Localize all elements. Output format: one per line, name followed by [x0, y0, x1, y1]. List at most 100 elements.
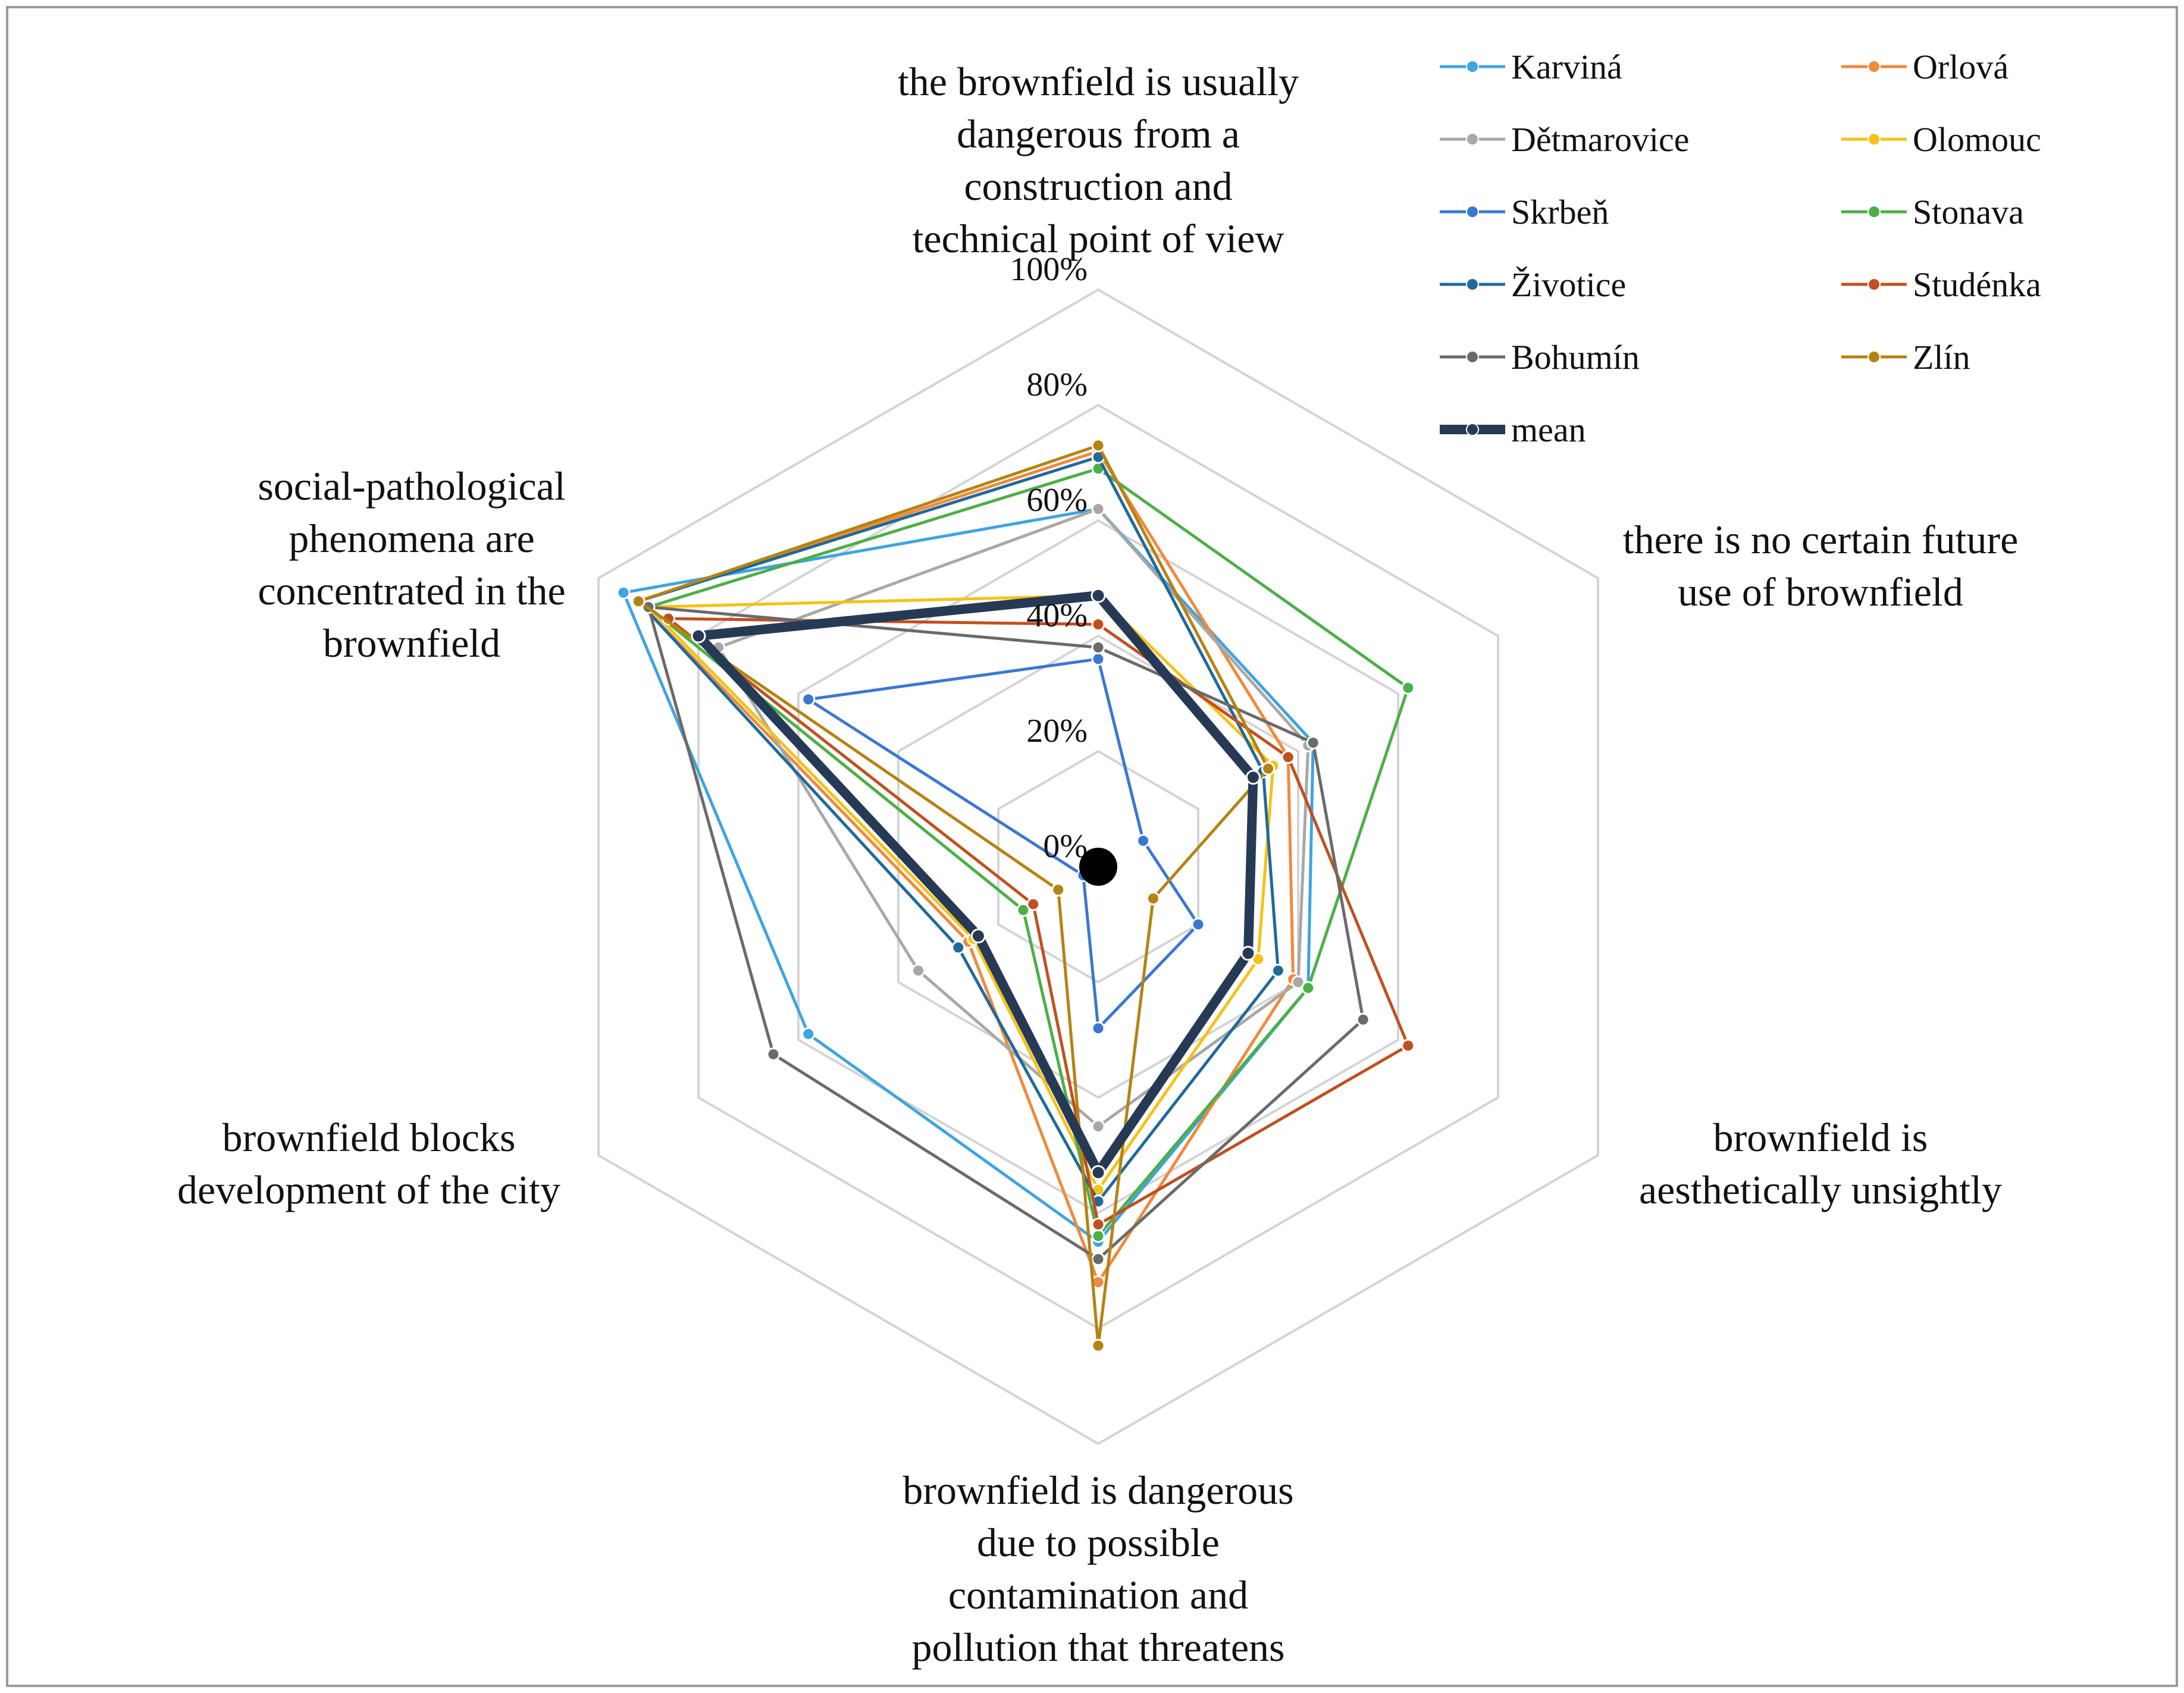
data-point: [1146, 891, 1160, 905]
data-point: [1291, 975, 1305, 989]
data-point: [1091, 640, 1105, 654]
legend-marker: [1867, 60, 1881, 73]
legend: Karviná Orlová Dětmarovice Olomouc Skrbeň Sto…: [1440, 48, 2041, 449]
tick-label: 0%: [1043, 828, 1088, 865]
legend-item-Studénka: Studénka: [1841, 265, 2041, 304]
legend-label: Olomouc: [1913, 120, 2041, 159]
legend-label: Životice: [1511, 265, 1626, 304]
tick-labels: 0% 20% 40% 60% 80% 100%: [1010, 251, 1088, 865]
axis-label-no_future_use: there is no certain future use of brownfi…: [1623, 517, 2019, 615]
data-point: [1091, 1217, 1105, 1231]
data-point: [1091, 1120, 1105, 1133]
data-point: [1281, 750, 1295, 764]
data-point: [1091, 502, 1105, 516]
legend-label: Studénka: [1913, 265, 2041, 304]
data-point: [1026, 897, 1041, 911]
center-dot: [1079, 848, 1117, 886]
data-point: [1306, 735, 1320, 750]
legend-marker: [1466, 278, 1479, 291]
data-point: [631, 594, 646, 609]
data-point: [616, 585, 631, 600]
axis-labels: the brownfield is usually dangerous from …: [177, 59, 2018, 1670]
tick-label: 40%: [1026, 597, 1088, 634]
legend-item-Stonava: Stonava: [1841, 193, 2024, 231]
legend-item-mean: mean: [1440, 410, 1586, 449]
series-Zlín: [631, 438, 1276, 1353]
legend-item-Bohumín: Bohumín: [1440, 338, 1640, 377]
legend-item-Olomouc: Olomouc: [1841, 120, 2041, 159]
tick-label: 20%: [1026, 713, 1088, 750]
legend-item-Orlová: Orlová: [1841, 48, 2008, 86]
data-point: [1091, 438, 1105, 453]
data-point: [970, 928, 986, 943]
data-point: [801, 692, 816, 707]
grid-ring-1: [997, 750, 1200, 984]
data-point: [1261, 761, 1276, 776]
legend-label: Bohumín: [1511, 338, 1640, 377]
data-point: [1091, 588, 1106, 603]
axis-label-social_pathological: social-pathological phenomena are concentr…: [258, 463, 565, 666]
grid-ring-5: [597, 288, 1600, 1446]
legend-marker: [1466, 205, 1479, 218]
axis-label-blocks_development: brownfield blocks development of the city: [177, 1115, 560, 1212]
data-point: [1016, 903, 1030, 917]
data-point: [1401, 681, 1415, 695]
data-point: [1091, 1338, 1105, 1353]
legend-label: Skrbeň: [1511, 193, 1609, 231]
axis-label-aesthetically_unsightly: brownfield is aesthetically unsightly: [1639, 1115, 2002, 1212]
legend-marker: [1466, 350, 1479, 363]
data-point: [1356, 1012, 1370, 1027]
series-mean: [691, 588, 1261, 1180]
data-point: [1191, 917, 1205, 932]
legend-item-Karviná: Karviná: [1440, 48, 1622, 86]
data-point: [1301, 981, 1315, 995]
data-point: [1091, 1165, 1106, 1180]
data-point: [1091, 1021, 1105, 1036]
data-point: [951, 940, 966, 955]
data-point: [1401, 1039, 1415, 1053]
legend-marker: [1466, 60, 1479, 73]
grid-layer: [597, 288, 1600, 1446]
legend-marker: [1867, 350, 1881, 363]
series-Skrbeň: [801, 652, 1205, 1036]
data-point: [911, 964, 926, 978]
data-point: [1091, 1229, 1105, 1243]
legend-label: Dětmarovice: [1511, 120, 1690, 159]
data-point: [1240, 946, 1256, 961]
legend-item-Dětmarovice: Dětmarovice: [1440, 120, 1690, 159]
data-point: [1091, 617, 1105, 632]
legend-marker: [1466, 423, 1479, 436]
legend-label: Orlová: [1913, 48, 2008, 86]
data-point: [691, 628, 706, 644]
data-point: [1051, 883, 1066, 897]
data-point: [766, 1047, 781, 1061]
axis-label-dangerous_construction: the brownfield is usually dangerous from …: [898, 59, 1299, 261]
grid-ring-3: [797, 519, 1400, 1215]
tick-label: 60%: [1026, 482, 1088, 519]
axis-label-contamination: brownfield is dangerous due to possible co…: [903, 1468, 1293, 1670]
grid-ring-2: [897, 634, 1300, 1099]
legend-label: Karviná: [1511, 48, 1622, 86]
tick-label: 100%: [1010, 251, 1088, 288]
data-point: [1091, 652, 1105, 666]
legend-marker: [1867, 133, 1881, 146]
legend-marker: [1867, 205, 1881, 218]
data-point: [1091, 1252, 1105, 1266]
legend-label: Stonava: [1913, 193, 2024, 231]
legend-label: Zlín: [1913, 338, 1970, 377]
chart-frame: [6, 6, 2178, 1687]
legend-marker: [1466, 133, 1479, 146]
legend-label: mean: [1511, 410, 1586, 449]
series-layer: [616, 438, 1415, 1353]
legend-item-Životice: Životice: [1440, 265, 1626, 304]
data-point: [801, 1027, 816, 1041]
legend-marker: [1867, 278, 1881, 291]
data-point: [1271, 964, 1285, 978]
legend-item-Skrbeň: Skrbeň: [1440, 193, 1609, 231]
tick-label: 80%: [1026, 366, 1088, 403]
data-point: [1245, 770, 1261, 785]
legend-item-Zlín: Zlín: [1841, 338, 1970, 377]
data-point: [1136, 833, 1151, 848]
